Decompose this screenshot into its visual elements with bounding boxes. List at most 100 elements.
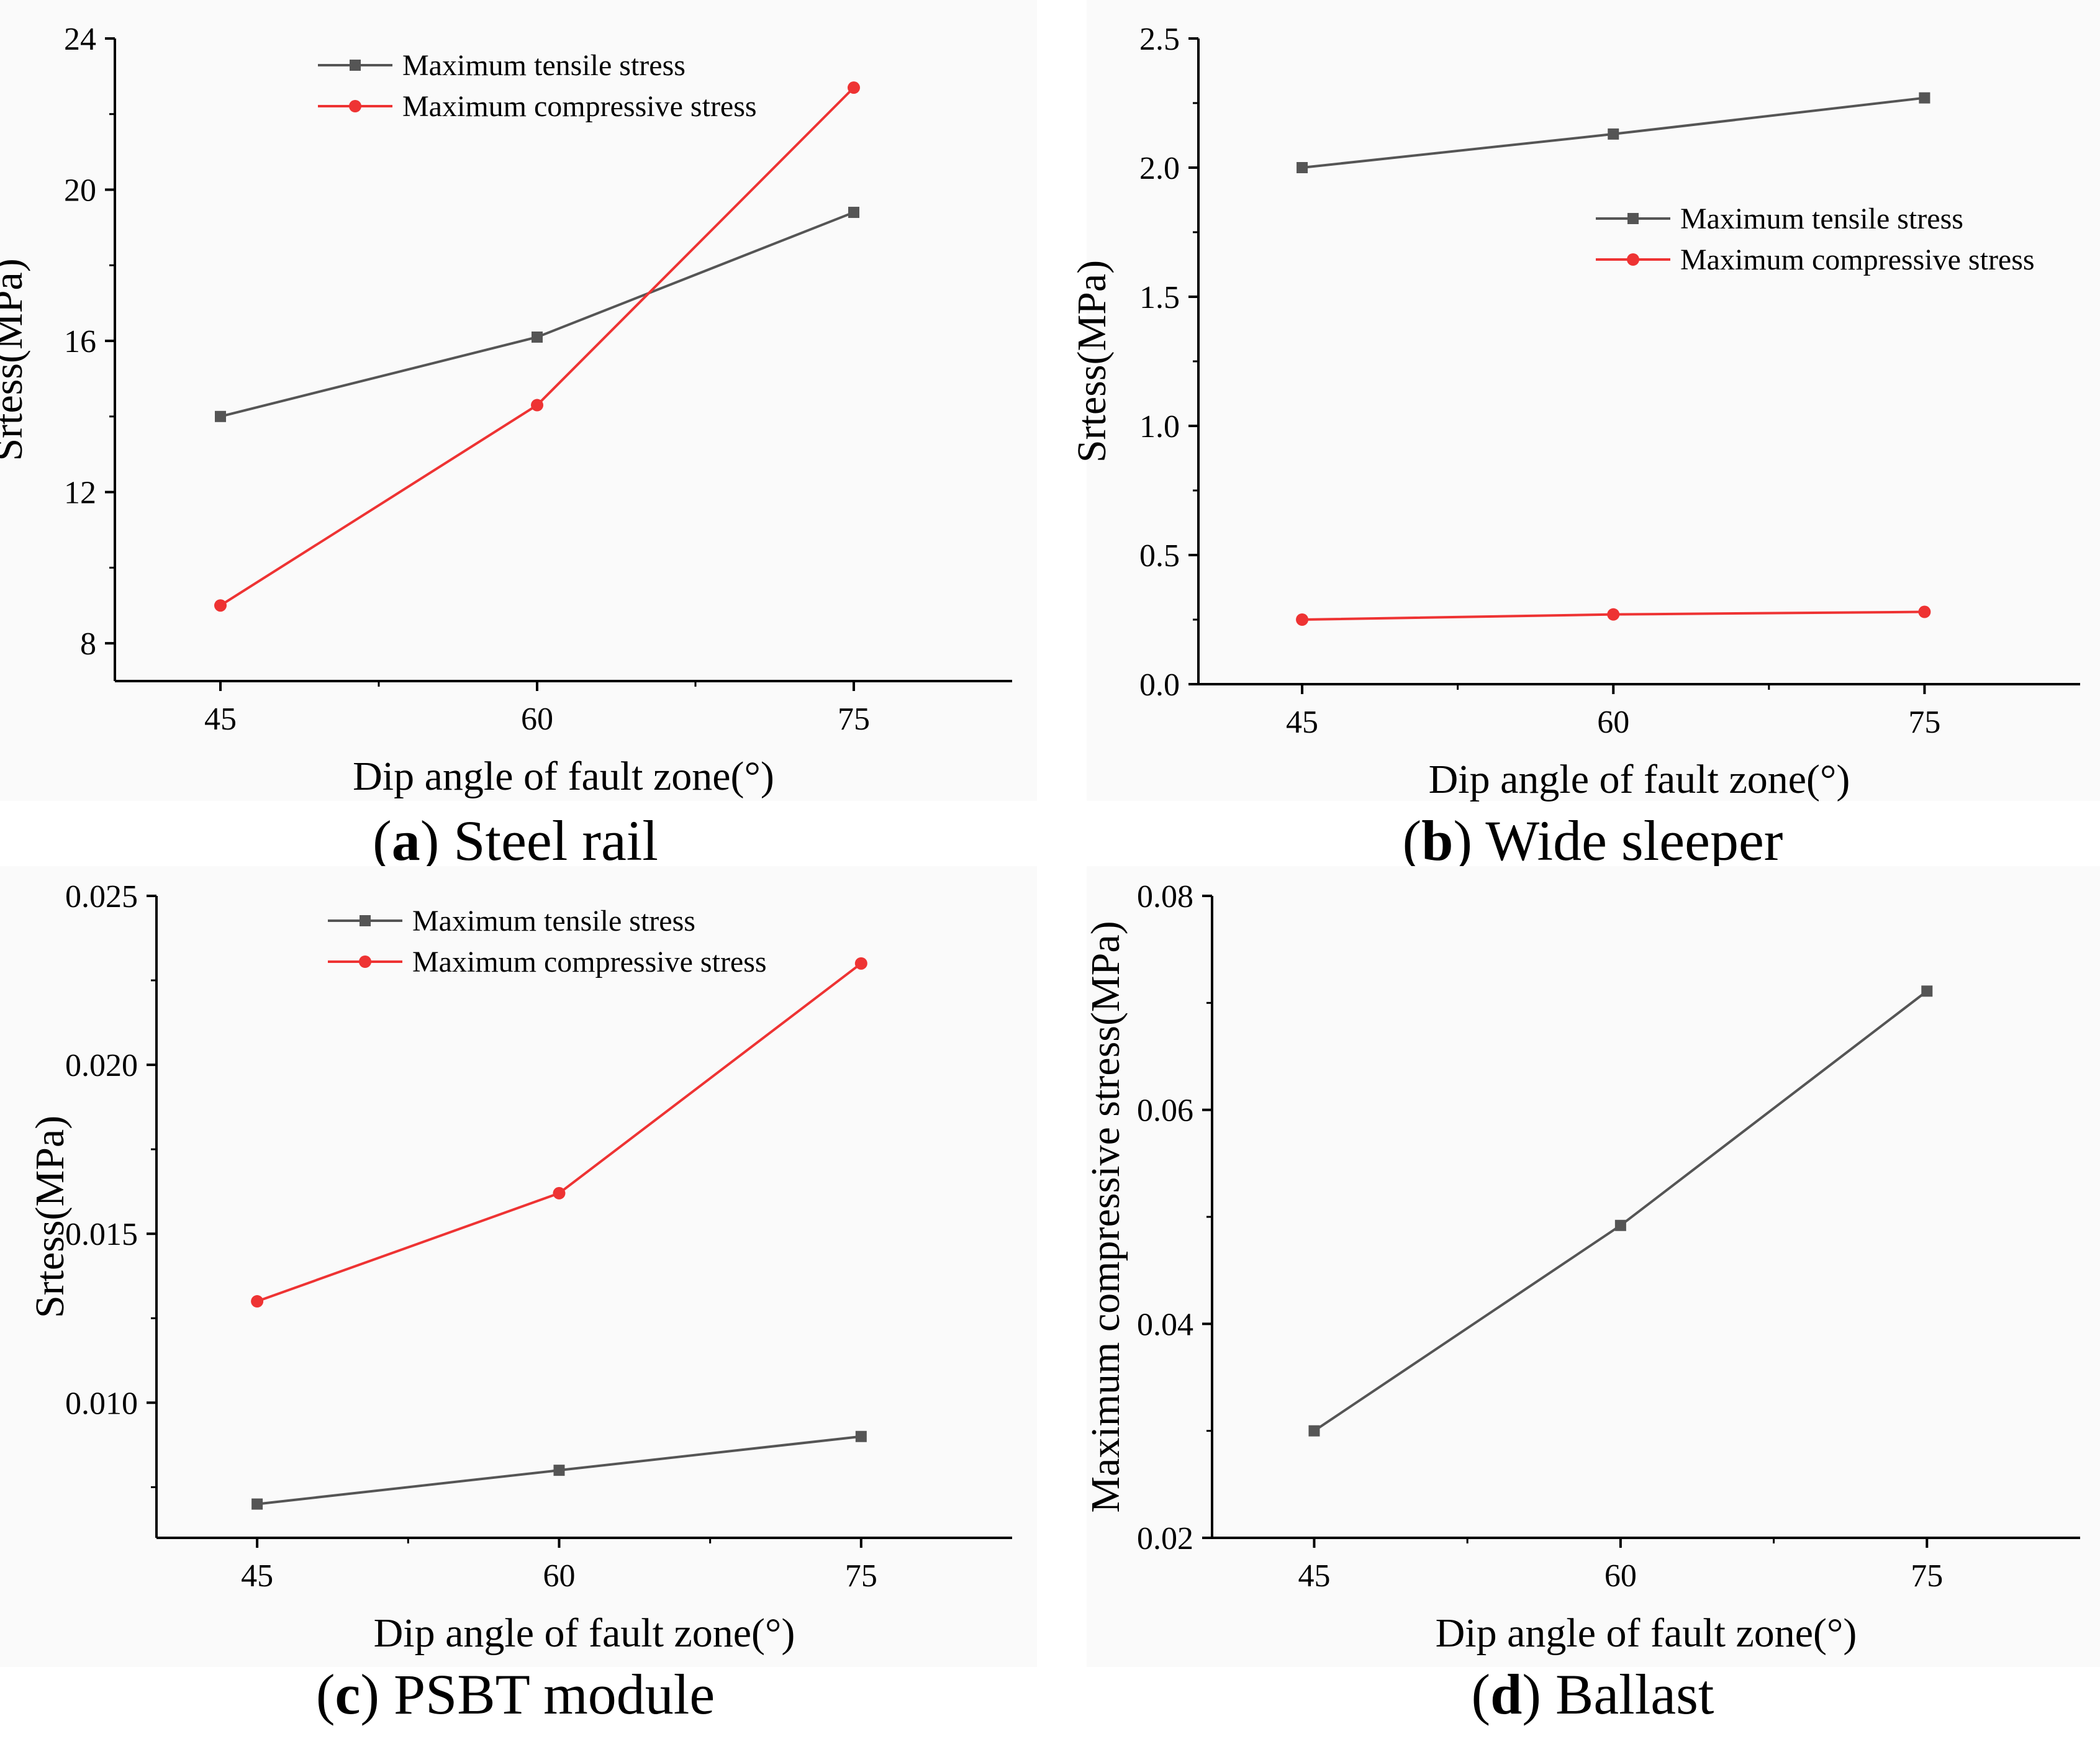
c-series-0-point xyxy=(251,1498,263,1510)
d-series-0-point xyxy=(1921,985,1933,997)
a-x-tick-label: 60 xyxy=(521,702,553,737)
panel-d-caption-text: Ballast xyxy=(1541,1663,1714,1726)
panel-a: 8 12 16 20 24 45 60 75 Dip angle of fault zone(°… xyxy=(0,0,1037,872)
panel-a-caption-text: Steel rail xyxy=(439,809,658,872)
d-x-tick-label: 45 xyxy=(1298,1558,1330,1594)
b-series-1-point xyxy=(1918,605,1931,618)
a-legend: Maximum tensile stress Maximum compressiv… xyxy=(318,49,757,123)
c-x-tick-label: 60 xyxy=(543,1558,575,1594)
d-y-axis-title: Maximum compressive stress(MPa) xyxy=(1083,921,1128,1512)
panel-b-caption-letter: b xyxy=(1421,809,1453,872)
panel-b: 0.0 0.5 1.0 1.5 2.0 2.5 45 60 75 Dip angle of fau… xyxy=(1069,0,2100,872)
a-y-tick-label: 12 xyxy=(64,476,96,511)
d-y-tick-label: 0.02 xyxy=(1137,1521,1193,1556)
c-y-tick-label: 0.010 xyxy=(65,1386,138,1421)
c-legend-label-0: Maximum tensile stress xyxy=(412,905,695,937)
c-series-1-point xyxy=(251,1295,264,1308)
panel-c-bg xyxy=(0,866,1037,1667)
c-y-tick-label: 0.020 xyxy=(65,1048,138,1083)
panel-d-caption: (d) Ballast xyxy=(1472,1663,1714,1726)
c-series-0-point xyxy=(553,1465,565,1476)
a-y-tick-label: 16 xyxy=(64,324,96,359)
chart-a: 8 12 16 20 24 45 60 75 Dip angle of fault zone(°… xyxy=(0,22,1012,799)
panel-b-bg xyxy=(1087,0,2100,801)
a-series-0-point xyxy=(215,410,226,422)
c-x-tick-label: 75 xyxy=(845,1558,877,1594)
panel-d-bg xyxy=(1087,866,2100,1667)
a-legend-label-1: Maximum compressive stress xyxy=(402,90,757,123)
b-y-tick-label: 2.0 xyxy=(1139,151,1180,186)
d-y-tick-label: 0.06 xyxy=(1137,1093,1193,1129)
b-x-tick-label: 75 xyxy=(1908,705,1940,740)
b-legend: Maximum tensile stress Maximum compressiv… xyxy=(1596,202,2035,276)
c-x-tick-label: 45 xyxy=(241,1558,273,1594)
c-legend-label-1: Maximum compressive stress xyxy=(412,946,767,978)
a-legend-marker-1 xyxy=(349,100,361,112)
b-y-tick-label: 2.5 xyxy=(1139,22,1180,57)
d-y-tick-label: 0.04 xyxy=(1137,1307,1193,1342)
chart-c: 0.010 0.015 0.020 0.025 45 60 75 Dip angle of f… xyxy=(27,879,1012,1656)
b-x-tick-label: 60 xyxy=(1597,705,1629,740)
a-legend-marker-0 xyxy=(350,60,361,71)
panel-b-caption: (b) Wide sleeper xyxy=(1403,809,1783,872)
b-y-tick-label: 0.5 xyxy=(1139,538,1180,574)
d-x-tick-label: 60 xyxy=(1604,1558,1637,1594)
c-legend: Maximum tensile stress Maximum compressiv… xyxy=(328,905,767,978)
b-series-1-point xyxy=(1607,608,1620,621)
a-legend-label-0: Maximum tensile stress xyxy=(402,49,686,82)
b-series-0-point xyxy=(1919,92,1930,104)
panel-b-caption-text: Wide sleeper xyxy=(1472,809,1783,872)
c-y-tick-label: 0.025 xyxy=(65,879,138,915)
panel-a-caption-letter: a xyxy=(392,809,420,872)
a-y-tick-label: 24 xyxy=(64,22,96,57)
c-legend-marker-1 xyxy=(359,955,371,968)
c-y-tick-label: 0.015 xyxy=(65,1217,138,1252)
b-legend-label-0: Maximum tensile stress xyxy=(1680,202,1963,235)
a-x-tick-label: 45 xyxy=(204,702,237,737)
b-y-tick-label: 1.0 xyxy=(1139,409,1180,445)
b-y-tick-label: 1.5 xyxy=(1139,280,1180,315)
b-series-0-point xyxy=(1608,128,1619,140)
a-series-0-point xyxy=(532,331,543,343)
a-x-tick-label: 75 xyxy=(838,702,870,737)
chart-d: 0.02 0.04 0.06 0.08 45 60 75 Dip angle of fault… xyxy=(1083,879,2080,1656)
panel-c: 0.010 0.015 0.020 0.025 45 60 75 Dip angle of f… xyxy=(0,866,1037,1726)
panel-d: 0.02 0.04 0.06 0.08 45 60 75 Dip angle of fault… xyxy=(1083,866,2100,1726)
panel-c-caption-letter: c xyxy=(335,1663,360,1726)
a-series-0-point xyxy=(848,207,859,219)
chart-b: 0.0 0.5 1.0 1.5 2.0 2.5 45 60 75 Dip angle of fau… xyxy=(1069,22,2080,802)
c-legend-marker-0 xyxy=(360,915,371,926)
b-y-tick-label: 0.0 xyxy=(1139,667,1180,703)
b-series-1-point xyxy=(1296,613,1309,626)
a-series-1-point xyxy=(848,81,860,94)
a-y-tick-label: 8 xyxy=(80,626,96,662)
b-x-axis-title: Dip angle of fault zone(°) xyxy=(1429,757,1850,802)
d-x-tick-label: 75 xyxy=(1911,1558,1943,1594)
d-series-0-point xyxy=(1308,1425,1320,1437)
c-x-axis-title: Dip angle of fault zone(°) xyxy=(374,1610,795,1656)
panel-a-caption: (a) Steel rail xyxy=(373,809,658,872)
b-y-axis-title: Srtess(MPa) xyxy=(1069,260,1115,463)
c-y-axis-title: Srtess(MPa) xyxy=(27,1116,73,1318)
d-series-0-point xyxy=(1614,1219,1626,1231)
panel-c-caption: (c) PSBT module xyxy=(316,1663,715,1726)
a-series-1-point xyxy=(214,599,227,612)
a-x-axis-title: Dip angle of fault zone(°) xyxy=(353,754,774,799)
panel-a-bg xyxy=(0,0,1037,801)
b-legend-marker-1 xyxy=(1627,253,1639,266)
b-legend-marker-0 xyxy=(1627,213,1639,224)
panel-c-caption-text: PSBT module xyxy=(379,1663,715,1726)
a-series-1-point xyxy=(531,399,543,412)
c-series-0-point xyxy=(855,1430,867,1442)
a-y-axis-title: Srtess(MPa) xyxy=(0,258,31,461)
c-series-1-point xyxy=(854,957,867,970)
d-x-axis-title: Dip angle of fault zone(°) xyxy=(1436,1610,1857,1656)
b-legend-label-1: Maximum compressive stress xyxy=(1680,243,2035,276)
b-x-tick-label: 45 xyxy=(1286,705,1318,740)
a-y-tick-label: 20 xyxy=(64,173,96,209)
b-series-0-point xyxy=(1297,162,1308,173)
c-series-1-point xyxy=(553,1186,566,1199)
panel-d-caption-letter: d xyxy=(1490,1663,1522,1726)
d-y-tick-label: 0.08 xyxy=(1137,879,1193,915)
